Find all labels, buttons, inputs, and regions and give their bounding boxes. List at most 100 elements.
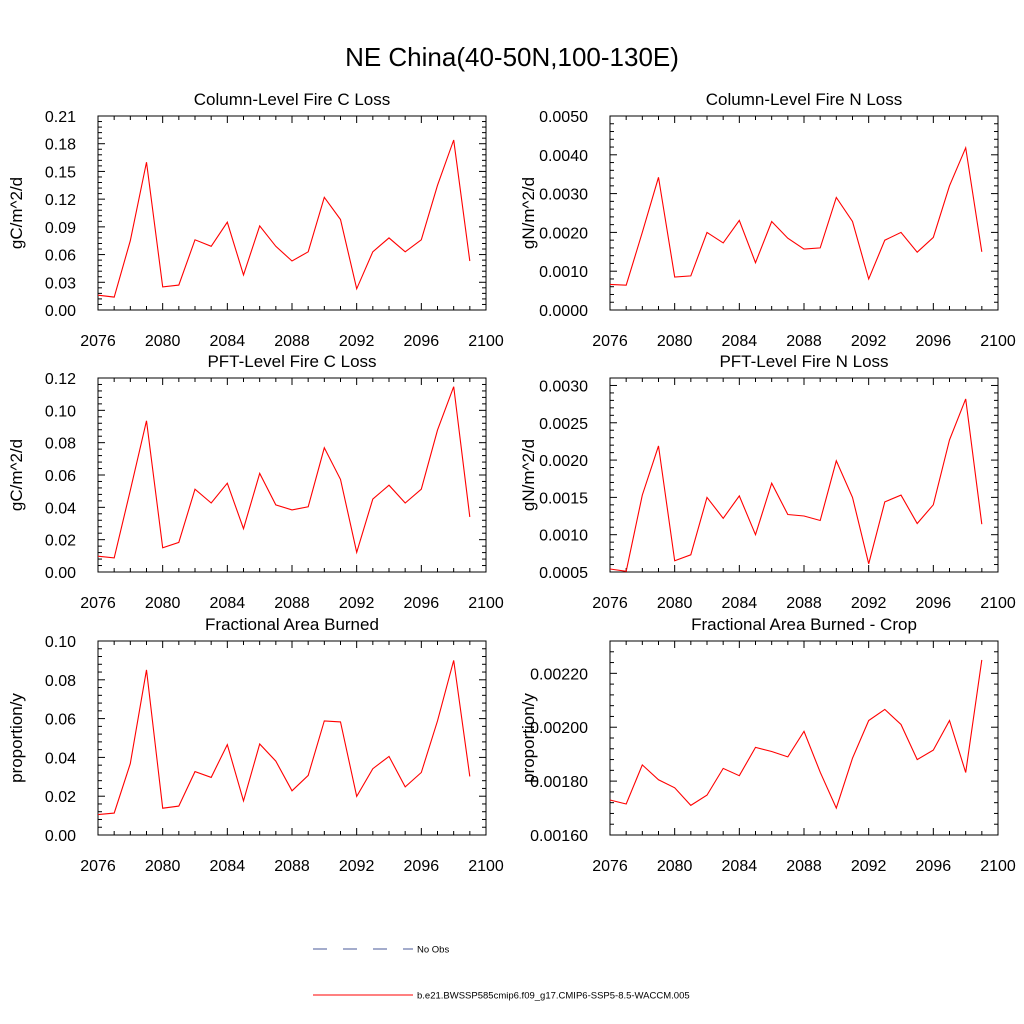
x-tick-label: 2096 <box>916 595 952 612</box>
y-tick-label: 0.18 <box>45 137 76 154</box>
panel-2: 2076 2080 2084 2088 2092 2096 2100 0.00 0.02 0.04… <box>7 352 504 612</box>
y-axis-label: gC/m^2/d <box>7 439 26 511</box>
y-tick-label: 0.0030 <box>539 378 588 395</box>
y-tick-label: 0.0015 <box>539 490 588 507</box>
y-tick-label: 0.0050 <box>539 109 588 126</box>
x-tick-label: 2088 <box>786 858 822 875</box>
x-tick-label: 2088 <box>274 333 310 350</box>
y-tick-label: 0.06 <box>45 468 76 485</box>
x-tick-label: 2092 <box>851 595 887 612</box>
y-axis-label: gN/m^2/d <box>519 439 538 511</box>
x-tick-label: 2092 <box>851 858 887 875</box>
y-tick-label: 0.04 <box>45 500 76 517</box>
x-tick-label: 2096 <box>404 333 440 350</box>
subplot-title: PFT-Level Fire C Loss <box>207 352 376 371</box>
y-tick-label: 0.10 <box>45 403 76 420</box>
y-axis-label: proportion/y <box>519 693 538 783</box>
y-tick-label: 0.0040 <box>539 148 588 165</box>
x-tick-label: 2088 <box>786 595 822 612</box>
y-axis-label: gN/m^2/d <box>519 177 538 249</box>
y-tick-label: 0.00 <box>45 565 76 582</box>
x-tick-label: 2100 <box>468 858 504 875</box>
series-line <box>609 398 983 572</box>
series-line <box>609 659 983 810</box>
x-tick-label: 2100 <box>980 333 1016 350</box>
y-tick-label: 0.12 <box>45 192 76 209</box>
y-axis-label: gC/m^2/d <box>7 177 26 249</box>
x-tick-label: 2076 <box>592 858 628 875</box>
y-tick-label: 0.0005 <box>539 565 588 582</box>
series-line <box>97 139 471 298</box>
x-tick-label: 2076 <box>80 595 116 612</box>
y-tick-label: 0.06 <box>45 712 76 729</box>
y-axis-label: proportion/y <box>7 693 26 783</box>
y-tick-label: 0.04 <box>45 750 76 767</box>
panel-0: 2076 2080 2084 2088 2092 2096 2100 0.00 0.03 0.06… <box>7 90 504 350</box>
y-tick-label: 0.0025 <box>539 416 588 433</box>
x-tick-label: 2084 <box>210 333 246 350</box>
legend: No Obs b.e21.BWSSP585cmip6.f09_g17.CMIP6… <box>313 945 690 1002</box>
legend-label-model: b.e21.BWSSP585cmip6.f09_g17.CMIP6-SSP5-8… <box>417 991 690 1002</box>
y-tick-label: 0.00160 <box>530 828 588 845</box>
y-tick-label: 0.00220 <box>530 666 588 683</box>
panels: 2076 2080 2084 2088 2092 2096 2100 0.00 0.03 0.06… <box>7 90 1016 875</box>
x-tick-label: 2100 <box>980 595 1016 612</box>
y-tick-label: 0.12 <box>45 371 76 388</box>
plot-frame <box>97 377 487 573</box>
x-tick-label: 2088 <box>786 333 822 350</box>
y-tick-label: 0.0010 <box>539 264 588 281</box>
x-tick-label: 2088 <box>274 595 310 612</box>
subplot-title: Column-Level Fire N Loss <box>706 90 903 109</box>
x-tick-label: 2080 <box>657 333 693 350</box>
y-tick-label: 0.21 <box>45 109 76 126</box>
x-tick-label: 2096 <box>916 333 952 350</box>
y-tick-label: 0.0020 <box>539 225 588 242</box>
figure-title: NE China(40-50N,100-130E) <box>345 42 679 72</box>
subplot-title: PFT-Level Fire N Loss <box>719 352 888 371</box>
y-tick-label: 0.09 <box>45 220 76 237</box>
x-tick-label: 2080 <box>145 595 181 612</box>
x-tick-label: 2088 <box>274 858 310 875</box>
subplot-title: Column-Level Fire C Loss <box>194 90 391 109</box>
subplot-title: Fractional Area Burned - Crop <box>691 615 917 634</box>
plot-frame <box>609 377 999 573</box>
y-tick-label: 0.03 <box>45 275 76 292</box>
y-tick-label: 0.0030 <box>539 187 588 204</box>
panel-5: 2076 2080 2084 2088 2092 2096 2100 0.00160 0.001… <box>519 615 1016 875</box>
y-tick-label: 0.10 <box>45 634 76 651</box>
x-tick-label: 2096 <box>916 858 952 875</box>
panel-1: 2076 2080 2084 2088 2092 2096 2100 0.0000 0.0010… <box>519 90 1016 350</box>
x-tick-label: 2084 <box>722 595 758 612</box>
x-tick-label: 2076 <box>592 595 628 612</box>
x-tick-label: 2100 <box>468 333 504 350</box>
series-line <box>97 386 471 559</box>
x-tick-label: 2092 <box>851 333 887 350</box>
series-line <box>97 660 471 816</box>
x-tick-label: 2084 <box>210 858 246 875</box>
y-tick-label: 0.00 <box>45 303 76 320</box>
y-tick-label: 0.08 <box>45 673 76 690</box>
plot-frame <box>97 115 487 311</box>
x-tick-label: 2076 <box>80 333 116 350</box>
y-tick-label: 0.0010 <box>539 528 588 545</box>
x-tick-label: 2080 <box>657 595 693 612</box>
x-tick-label: 2092 <box>339 858 375 875</box>
legend-label-no-obs: No Obs <box>417 945 449 956</box>
x-tick-label: 2076 <box>592 333 628 350</box>
y-tick-label: 0.02 <box>45 533 76 550</box>
y-tick-label: 0.00200 <box>530 720 588 737</box>
y-tick-label: 0.06 <box>45 248 76 265</box>
x-tick-label: 2100 <box>468 595 504 612</box>
x-tick-label: 2084 <box>722 333 758 350</box>
x-tick-label: 2084 <box>722 858 758 875</box>
subplot-title: Fractional Area Burned <box>205 615 379 634</box>
panel-3: 2076 2080 2084 2088 2092 2096 2100 0.0005 0.0010… <box>519 352 1016 612</box>
x-tick-label: 2080 <box>145 858 181 875</box>
series-line <box>609 145 983 286</box>
y-tick-label: 0.00 <box>45 828 76 845</box>
x-tick-label: 2096 <box>404 858 440 875</box>
x-tick-label: 2092 <box>339 595 375 612</box>
x-tick-label: 2076 <box>80 858 116 875</box>
